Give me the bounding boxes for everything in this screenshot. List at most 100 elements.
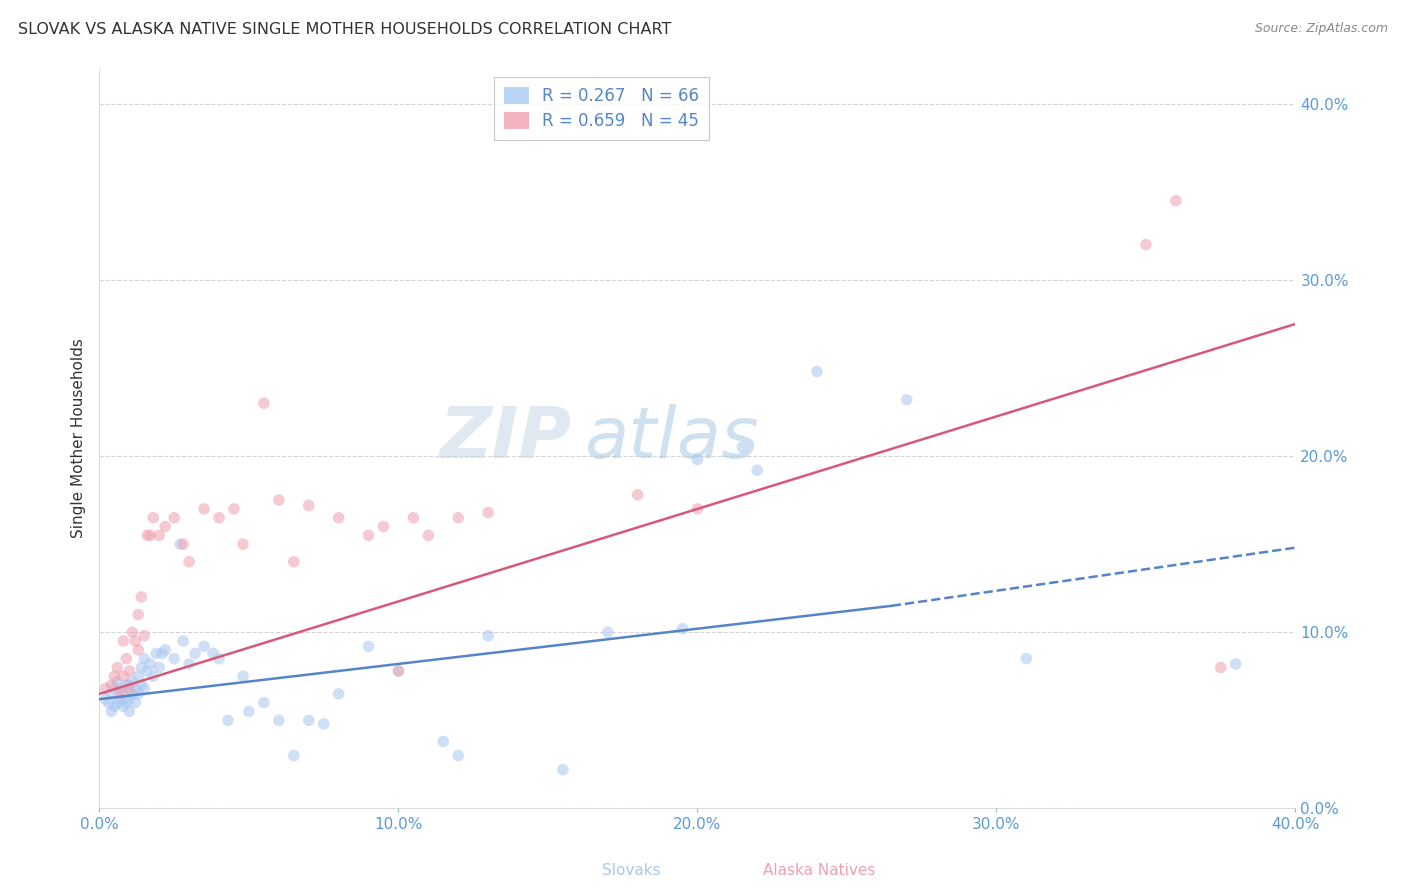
Point	[127, 643, 149, 657]
Point	[232, 669, 254, 683]
Point	[432, 734, 454, 748]
Point	[1164, 194, 1187, 208]
Point	[477, 629, 499, 643]
Point	[1225, 657, 1247, 671]
Point	[118, 681, 141, 696]
Point	[312, 716, 335, 731]
Point	[253, 696, 276, 710]
Point	[671, 622, 693, 636]
Point	[208, 510, 231, 524]
Point	[142, 669, 165, 683]
Point	[1135, 237, 1157, 252]
Point	[110, 681, 132, 696]
Point	[447, 748, 470, 763]
Point	[238, 705, 260, 719]
Point	[115, 651, 138, 665]
Point	[105, 696, 128, 710]
Point	[115, 696, 138, 710]
Point	[118, 664, 141, 678]
Text: Slovaks: Slovaks	[602, 863, 661, 878]
Point	[134, 629, 156, 643]
Point	[179, 555, 201, 569]
Point	[477, 505, 499, 519]
Point	[1015, 651, 1038, 665]
Point	[686, 502, 709, 516]
Point	[112, 634, 135, 648]
Point	[184, 646, 207, 660]
Point	[267, 714, 290, 728]
Point	[118, 692, 141, 706]
Point	[103, 681, 125, 696]
Point	[298, 714, 321, 728]
Text: Alaska Natives: Alaska Natives	[763, 863, 876, 878]
Point	[551, 763, 574, 777]
Point	[155, 643, 177, 657]
Point	[127, 607, 149, 622]
Point	[373, 519, 395, 533]
Point	[208, 651, 231, 665]
Point	[139, 528, 162, 542]
Point	[124, 696, 146, 710]
Point	[100, 687, 122, 701]
Point	[110, 692, 132, 706]
Point	[94, 681, 117, 696]
Text: ZIP: ZIP	[440, 404, 572, 473]
Point	[283, 555, 305, 569]
Point	[387, 664, 409, 678]
Point	[1209, 660, 1232, 674]
Point	[731, 440, 754, 454]
Point	[169, 537, 191, 551]
Point	[103, 699, 125, 714]
Point	[97, 696, 120, 710]
Point	[447, 510, 470, 524]
Point	[172, 537, 194, 551]
Point	[357, 528, 380, 542]
Point	[328, 510, 350, 524]
Point	[222, 502, 245, 516]
Point	[148, 528, 170, 542]
Point	[105, 660, 128, 674]
Point	[402, 510, 425, 524]
Point	[596, 625, 619, 640]
Point	[387, 664, 409, 678]
Point	[172, 634, 194, 648]
Point	[121, 687, 143, 701]
Point	[357, 640, 380, 654]
Point	[193, 640, 215, 654]
Point	[129, 590, 152, 604]
Point	[179, 657, 201, 671]
Point	[129, 678, 152, 692]
Point	[217, 714, 239, 728]
Point	[896, 392, 918, 407]
Point	[100, 678, 122, 692]
Point	[298, 499, 321, 513]
Point	[193, 502, 215, 516]
Point	[155, 519, 177, 533]
Point	[121, 625, 143, 640]
Point	[142, 510, 165, 524]
Point	[127, 687, 149, 701]
Point	[627, 488, 650, 502]
Point	[94, 692, 117, 706]
Point	[283, 748, 305, 763]
Point	[150, 646, 173, 660]
Point	[232, 537, 254, 551]
Point	[139, 657, 162, 671]
Legend: R = 0.267   N = 66, R = 0.659   N = 45: R = 0.267 N = 66, R = 0.659 N = 45	[494, 77, 710, 140]
Point	[806, 364, 828, 378]
Point	[127, 669, 149, 683]
Point	[328, 687, 350, 701]
Point	[134, 681, 156, 696]
Point	[134, 651, 156, 665]
Point	[163, 651, 186, 665]
Point	[112, 687, 135, 701]
Y-axis label: Single Mother Households: Single Mother Households	[72, 338, 86, 539]
Text: atlas: atlas	[583, 404, 758, 473]
Point	[136, 664, 159, 678]
Point	[145, 646, 167, 660]
Text: SLOVAK VS ALASKA NATIVE SINGLE MOTHER HOUSEHOLDS CORRELATION CHART: SLOVAK VS ALASKA NATIVE SINGLE MOTHER HO…	[18, 22, 672, 37]
Point	[136, 528, 159, 542]
Point	[124, 681, 146, 696]
Point	[124, 634, 146, 648]
Point	[253, 396, 276, 410]
